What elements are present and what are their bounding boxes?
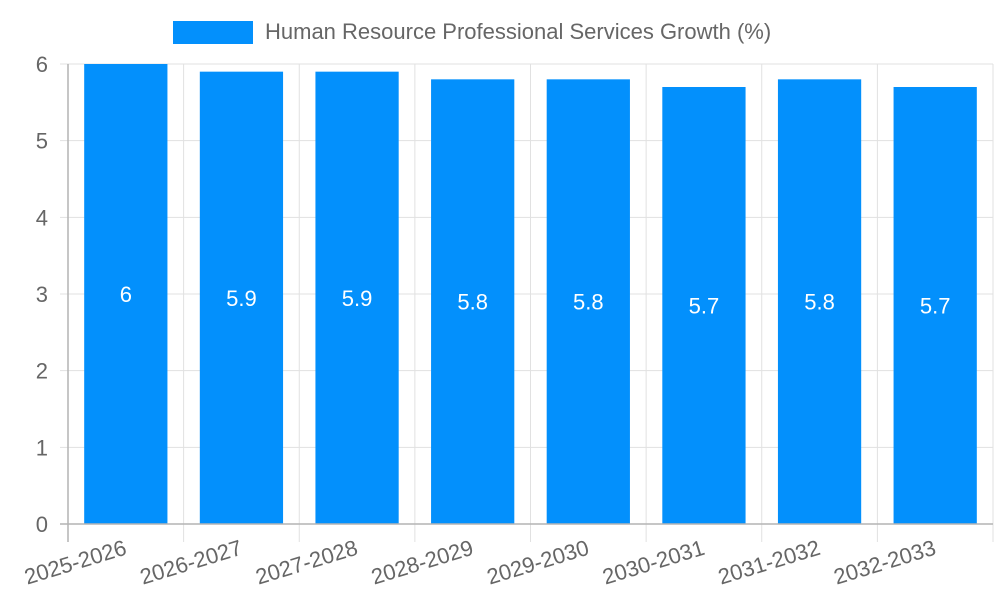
- y-tick-label: 6: [36, 52, 48, 77]
- bar: [546, 79, 630, 524]
- x-tick-label: 2025-2026: [21, 535, 129, 590]
- bar: [315, 71, 399, 525]
- bar-value-label: 5.9: [226, 286, 257, 311]
- bar: [777, 79, 862, 524]
- bar: [199, 71, 284, 525]
- y-tick-label: 4: [36, 205, 48, 230]
- legend-label: Human Resource Professional Services Gro…: [265, 19, 772, 44]
- x-tick-label: 2030-2031: [599, 535, 707, 590]
- bar-value-label: 5.7: [920, 294, 951, 319]
- chart-legend[interactable]: Human Resource Professional Services Gro…: [173, 17, 771, 47]
- y-tick-label: 3: [36, 282, 48, 307]
- y-tick-label: 1: [36, 435, 48, 460]
- x-tick-label: 2027-2028: [253, 535, 361, 590]
- x-tick-label: 2029-2030: [484, 535, 592, 590]
- bar-value-label: 6: [120, 282, 132, 307]
- bar-value-label: 5.9: [342, 286, 373, 311]
- bar: [84, 64, 168, 524]
- bar: [431, 79, 515, 524]
- bar-value-label: 5.8: [573, 290, 604, 315]
- x-tick-label: 2026-2027: [137, 535, 245, 590]
- bar: [662, 87, 746, 524]
- bar: [893, 87, 977, 524]
- x-tick-label: 2031-2032: [715, 535, 823, 590]
- bar-value-label: 5.8: [457, 290, 488, 315]
- x-tick-label: 2028-2029: [368, 535, 476, 590]
- y-tick-label: 0: [36, 512, 48, 537]
- y-tick-label: 2: [36, 359, 48, 384]
- bar-value-label: 5.7: [689, 294, 720, 319]
- y-tick-label: 5: [36, 129, 48, 154]
- x-tick-label: 2032-2033: [831, 535, 939, 590]
- bar-value-label: 5.8: [804, 290, 835, 315]
- legend-swatch: [173, 20, 253, 44]
